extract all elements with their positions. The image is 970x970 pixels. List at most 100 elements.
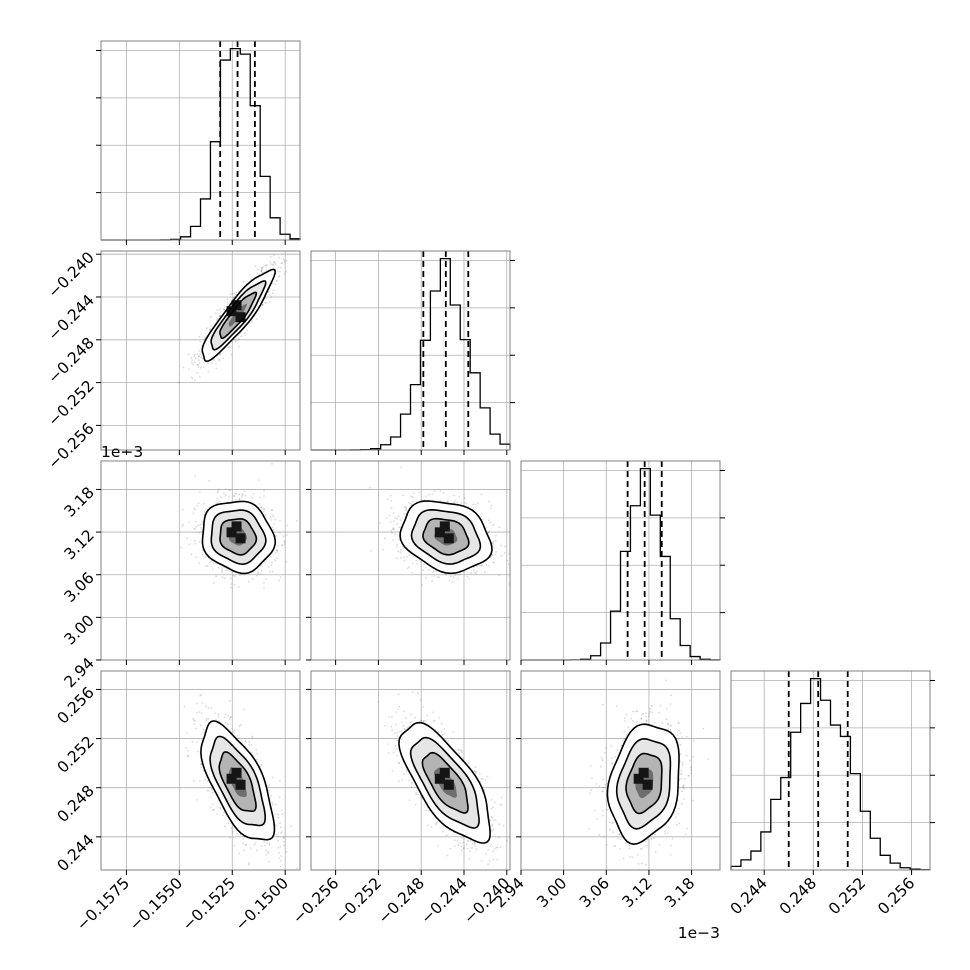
sample-point — [188, 368, 190, 371]
sample-point — [216, 318, 219, 321]
sample-point — [266, 302, 268, 304]
sample-point — [194, 520, 197, 523]
sample-point — [212, 809, 215, 811]
sample-point — [237, 586, 240, 588]
sample-point — [219, 310, 222, 313]
sample-point — [211, 568, 214, 571]
sample-point — [262, 508, 265, 510]
sample-point — [187, 353, 190, 356]
sample-point — [243, 708, 246, 711]
sample-point — [210, 787, 213, 790]
sample-point — [195, 741, 198, 743]
sample-point — [488, 530, 490, 532]
density-block — [434, 527, 445, 538]
sample-point — [273, 261, 276, 264]
subplot-2-0: 2.943.003.063.123.18 — [61, 460, 301, 691]
sample-point — [214, 312, 217, 315]
sample-point — [274, 552, 277, 554]
sample-point — [248, 862, 250, 864]
sample-point — [368, 486, 371, 489]
sample-point — [458, 495, 461, 498]
sample-point — [390, 500, 393, 502]
sample-point — [269, 301, 272, 304]
sample-point — [261, 303, 264, 306]
sample-point — [400, 466, 403, 469]
sample-point — [235, 499, 237, 501]
sample-point — [198, 355, 201, 357]
sample-point — [240, 495, 243, 498]
sample-point — [272, 264, 275, 266]
sample-point — [186, 537, 189, 540]
sample-point — [492, 542, 494, 545]
sample-point — [460, 502, 463, 504]
sample-point — [418, 491, 421, 494]
sample-point — [219, 353, 221, 356]
sample-point — [182, 523, 185, 526]
sample-point — [238, 498, 241, 501]
sample-point — [261, 268, 264, 271]
sample-point — [463, 497, 466, 500]
sample-point — [238, 852, 241, 855]
sample-point — [392, 527, 394, 530]
sample-point — [185, 746, 188, 749]
sample-point — [233, 292, 236, 294]
sample-point — [199, 367, 202, 369]
sample-point — [261, 266, 263, 269]
sample-point — [432, 569, 435, 572]
sample-point — [492, 540, 495, 543]
sample-point — [301, 239, 303, 241]
contour-line-0 — [422, 517, 470, 556]
sample-point — [252, 493, 255, 495]
sample-point — [269, 261, 272, 263]
sample-point — [258, 273, 261, 276]
sample-point — [277, 275, 280, 278]
density-block — [439, 521, 450, 532]
sample-point — [277, 846, 280, 849]
axis-frame — [310, 250, 511, 451]
sample-point — [403, 559, 406, 562]
sample-point — [215, 718, 217, 721]
sample-point — [243, 331, 246, 334]
sample-point — [199, 352, 202, 355]
sample-point — [451, 580, 454, 583]
sample-point — [206, 780, 209, 783]
sample-point — [180, 546, 183, 549]
sample-point — [294, 882, 296, 884]
sample-point — [227, 301, 229, 304]
sample-point — [223, 308, 226, 311]
sample-point — [212, 808, 215, 811]
sample-point — [227, 822, 230, 825]
sample-point — [268, 566, 270, 568]
sample-point — [463, 501, 466, 504]
sample-point — [275, 824, 277, 827]
contour-line-1 — [210, 280, 267, 351]
sample-point — [218, 315, 221, 317]
sample-point — [270, 263, 272, 265]
sample-point — [276, 280, 278, 282]
tick-label-y: 2.94 — [61, 654, 98, 691]
sample-point — [190, 356, 193, 359]
sample-point — [492, 524, 495, 527]
sample-point — [223, 308, 225, 311]
sample-point — [296, 520, 298, 522]
contour-line-2 — [201, 500, 276, 575]
sample-point — [267, 852, 270, 855]
sample-point — [431, 580, 433, 583]
sample-point — [192, 363, 195, 366]
sample-point — [233, 495, 235, 497]
sample-point — [217, 713, 220, 716]
sample-point — [264, 561, 266, 563]
sample-point — [264, 844, 266, 847]
sample-point — [188, 543, 191, 546]
sample-point — [398, 538, 400, 541]
sample-point — [197, 355, 200, 358]
sample-point — [477, 502, 479, 504]
subplot-content — [368, 466, 510, 586]
sample-point — [411, 571, 413, 574]
density-block — [235, 533, 246, 544]
sample-point — [491, 554, 494, 556]
contour-line-0 — [219, 518, 258, 556]
sample-point — [393, 528, 395, 531]
sample-point — [279, 780, 281, 782]
sample-point — [182, 366, 185, 369]
